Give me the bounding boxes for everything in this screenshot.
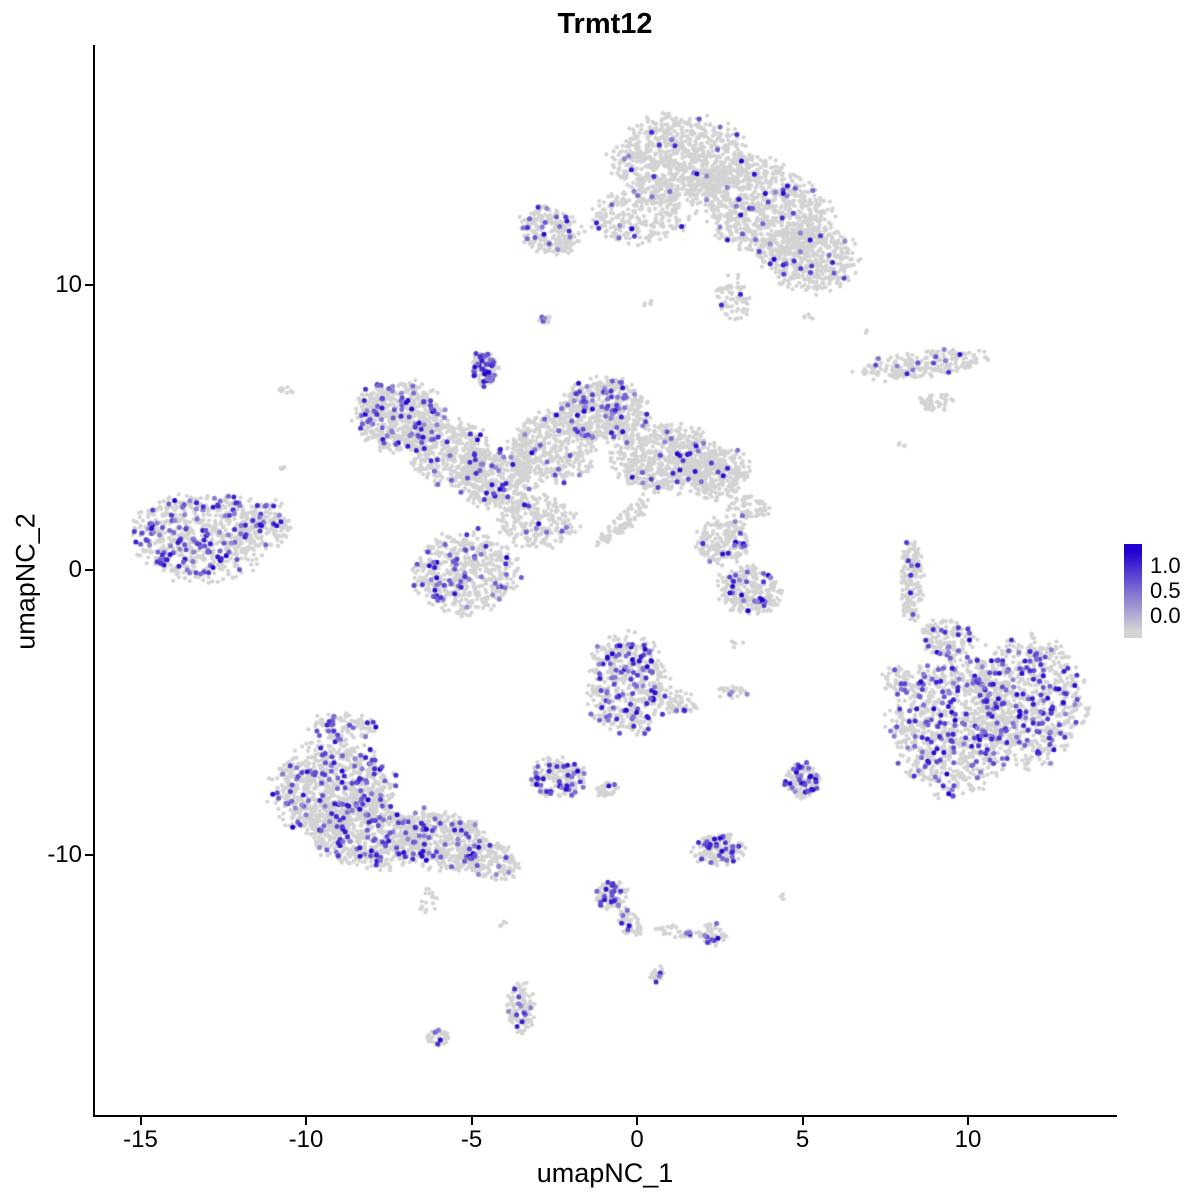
legend-label-high: 1.0 bbox=[1150, 553, 1181, 578]
x-tick-mark bbox=[636, 1117, 638, 1125]
x-tick-label: 10 bbox=[954, 1126, 982, 1153]
y-tick-label: 0 bbox=[68, 556, 82, 583]
x-tick-label: 0 bbox=[630, 1126, 644, 1153]
x-axis-line bbox=[93, 1115, 1117, 1117]
x-tick-label: 5 bbox=[795, 1126, 810, 1153]
x-tick-mark bbox=[967, 1117, 969, 1125]
x-tick-mark bbox=[470, 1117, 473, 1125]
x-tick-mark bbox=[139, 1117, 142, 1125]
x-tick-label: -10 bbox=[288, 1126, 324, 1153]
legend-color-bar bbox=[1124, 544, 1142, 638]
y-tick-mark bbox=[85, 854, 93, 856]
x-tick-mark bbox=[801, 1117, 804, 1125]
legend-label-low: 0.0 bbox=[1150, 603, 1181, 628]
x-tick-label: -5 bbox=[460, 1126, 483, 1153]
y-axis-line bbox=[93, 45, 95, 1117]
x-tick-label: -15 bbox=[123, 1126, 158, 1153]
y-axis-title: umapNC_2 bbox=[10, 513, 41, 650]
y-tick-mark bbox=[85, 569, 93, 571]
y-tick-mark bbox=[85, 284, 93, 286]
y-tick-label: 10 bbox=[55, 271, 82, 298]
y-tick-label: -10 bbox=[47, 841, 82, 868]
x-axis-title: umapNC_1 bbox=[536, 1158, 674, 1188]
legend-label-mid: 0.5 bbox=[1150, 578, 1181, 603]
x-tick-mark bbox=[305, 1117, 307, 1125]
